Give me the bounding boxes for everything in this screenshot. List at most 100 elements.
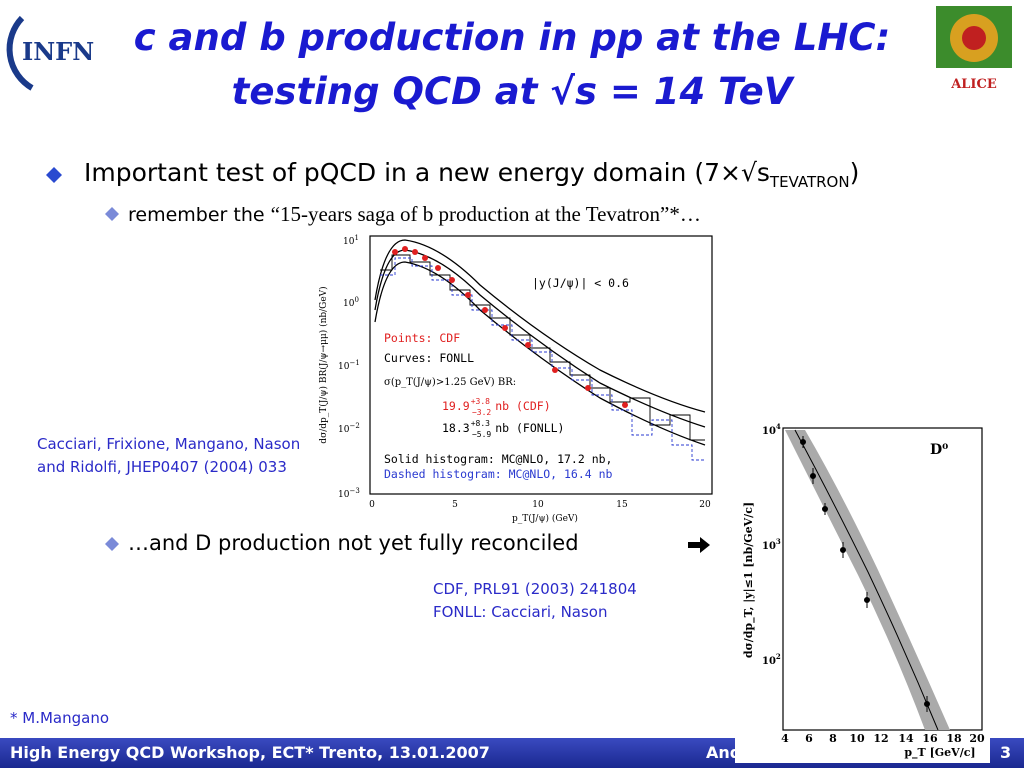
text: nb (FONLL) — [495, 421, 564, 435]
sigma: σ(p_T(J/ψ)>1.25 GeV) BR: — [384, 377, 516, 388]
text: −3.2 — [472, 408, 491, 417]
citation-line: and Ridolfi, JHEP0407 (2004) 033 — [37, 458, 287, 476]
frame — [369, 235, 713, 495]
bullet-icon — [46, 167, 62, 183]
infn-logo: INFN — [6, 15, 94, 91]
bullet: remember the “15-years saga of b product… — [128, 202, 701, 227]
citation-line: CDF, PRL91 (2003) 241804 — [433, 580, 637, 598]
text: 4 — [776, 422, 781, 431]
dashed-legend: Dashed histogram: MC@NLO, 16.4 nb — [384, 467, 613, 481]
y-tick-label: 102 — [762, 652, 781, 667]
cdf-points — [392, 246, 628, 408]
y-label: dσ/dp_T(J/ψ) BR(J/ψ→μμ) (nb/GeV) — [318, 286, 329, 443]
y-tick-label: 10−3 — [338, 487, 360, 500]
x-tick-label: 16 — [922, 732, 938, 745]
alice-logo: ALICE — [936, 6, 1012, 92]
x-ticks: 0 5 10 15 20 — [369, 500, 711, 510]
text: 10 — [338, 362, 350, 372]
d0-label: D⁰ — [930, 442, 948, 458]
citation: CDF, PRL91 (2003) 241804 FONLL: Cacciari,… — [433, 578, 637, 624]
bullet: …and D production not yet fully reconcil… — [128, 531, 579, 555]
x-label: p_T [GeV/c] — [904, 746, 975, 760]
text: (7×√s — [694, 158, 770, 187]
frame — [782, 427, 983, 731]
y-tick-label: 10−1 — [338, 359, 360, 372]
text: 3 — [776, 537, 781, 546]
rapidity: |y(J/ψ)| < 0.6 — [532, 276, 629, 290]
cdf-d-points — [800, 436, 930, 712]
text: −5.9 — [472, 430, 491, 439]
x-tick-label: 14 — [898, 732, 914, 745]
bullet-icon — [105, 207, 119, 221]
points-legend: Points: CDF — [384, 331, 460, 345]
text: 10 — [338, 425, 350, 435]
page-number: 3 — [1000, 743, 1012, 762]
y-tick-label: 10−2 — [338, 422, 360, 435]
curves — [374, 239, 706, 446]
text: 10 — [762, 541, 776, 552]
arrow-icon — [688, 537, 710, 553]
title-line: testing QCD at √s = 14 TeV — [231, 70, 793, 113]
plot-d: D⁰ 104 103 102 4 6 8 10 12 14 16 18 20 p… — [735, 418, 990, 763]
footer-author: And — [706, 743, 742, 762]
bullet: Important test of pQCD in a new energy d… — [84, 158, 859, 191]
y-ticks: 101 100 10−1 10−2 10−3 — [338, 234, 360, 500]
x-tick-label: 10 — [849, 732, 865, 745]
x-tick-label: 6 — [805, 732, 813, 745]
footer-text: High Energy QCD Workshop, ECT* Trento, 1… — [10, 743, 490, 762]
text: 0 — [354, 296, 358, 304]
y-tick-label: 103 — [762, 537, 781, 552]
y-label: dσ/dp_T, |y|≤1 [nb/GeV/c] — [742, 502, 756, 658]
text: 1 — [354, 234, 358, 242]
citation-line: Cacciari, Frixione, Mangano, Nason — [37, 435, 301, 453]
text: −1 — [349, 359, 359, 367]
text: 18.3 — [442, 421, 470, 435]
footnote: * M.Mangano — [10, 709, 110, 727]
text: remember the — [128, 204, 271, 226]
fonll-band — [785, 430, 950, 730]
citation-line: FONLL: Cacciari, Nason — [433, 603, 608, 621]
x-label: p_T(J/ψ) (GeV) — [512, 513, 578, 524]
x-tick-label: 18 — [946, 732, 962, 745]
dashed-histogram — [380, 257, 705, 461]
title-line: c and b production in pp at the LHC: — [133, 16, 891, 59]
x-tick-label: 4 — [781, 732, 789, 745]
text: 19.9 — [442, 399, 470, 413]
text: +8.3 — [471, 419, 490, 428]
solid-histogram — [380, 254, 705, 441]
solid-legend: Solid histogram: MC@NLO, 17.2 nb, — [384, 452, 612, 466]
text: −3 — [349, 487, 359, 495]
text: 10 — [762, 426, 776, 437]
curves-legend: Curves: FONLL — [384, 351, 474, 365]
x-ticks: 4 6 8 10 12 14 16 18 20 — [781, 732, 985, 745]
bullet-icon — [105, 537, 119, 551]
quote: “15-years saga of b production at the Te… — [270, 202, 701, 226]
x-tick-label: 10 — [532, 500, 544, 510]
y-tick-label: 104 — [762, 422, 781, 437]
x-tick-label: 5 — [452, 500, 458, 510]
text: Important test of pQCD in a new energy d… — [84, 158, 695, 187]
subscript: TEVATRON — [769, 173, 850, 191]
fonll-curve — [794, 429, 939, 731]
y-tick-label: 100 — [343, 296, 359, 309]
text: 2 — [776, 652, 781, 661]
x-tick-label: 20 — [969, 732, 985, 745]
y-tick-label: 101 — [343, 234, 359, 247]
text: 10 — [338, 490, 350, 500]
infn-text: INFN — [22, 37, 94, 66]
x-tick-label: 8 — [829, 732, 837, 745]
text: +3.8 — [471, 397, 490, 406]
citation: Cacciari, Frixione, Mangano, Nason and Ri… — [37, 433, 300, 479]
x-tick-label: 0 — [369, 500, 375, 510]
text: −2 — [349, 422, 359, 430]
text: 10 — [343, 237, 355, 247]
text: 10 — [762, 656, 776, 667]
alice-text: ALICE — [950, 77, 997, 92]
text: ) — [849, 158, 860, 187]
x-tick-label: 12 — [873, 732, 888, 745]
plot-b: 101 100 10−1 10−2 10−3 0 5 10 15 20 p_T(… — [318, 234, 713, 524]
text: 10 — [343, 299, 355, 309]
cdf-sigma: 19.9+3.8 −3.2 nb (CDF) — [442, 397, 551, 417]
x-tick-label: 20 — [699, 500, 711, 510]
